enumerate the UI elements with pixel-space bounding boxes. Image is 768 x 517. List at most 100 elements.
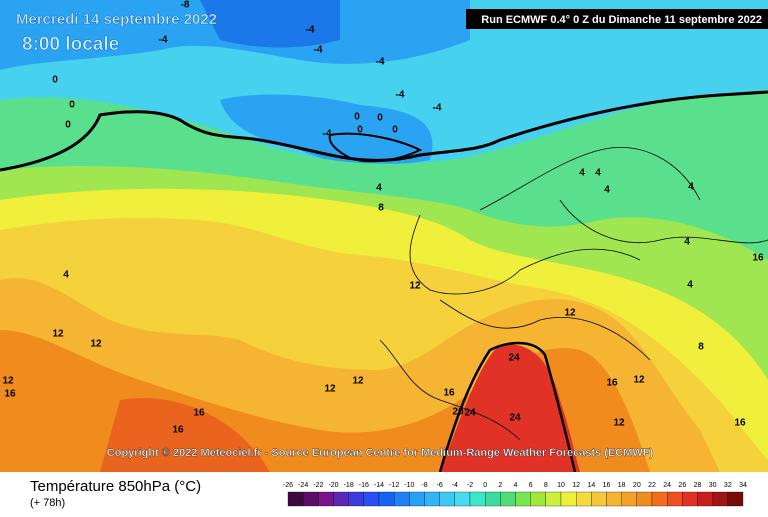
contour-label: -4 bbox=[306, 25, 315, 36]
colorbar-tick-label: -14 bbox=[374, 482, 384, 489]
colorbar-swatch bbox=[712, 491, 728, 507]
colorbar-tick-label: 26 bbox=[678, 482, 686, 489]
contour-label: 24 bbox=[508, 353, 520, 364]
contour-label: 8 bbox=[698, 342, 704, 353]
colorbar-tick-label: 2 bbox=[498, 482, 502, 489]
colorbar-tick-label: 30 bbox=[709, 482, 717, 489]
borders bbox=[379, 147, 768, 441]
contour-label: 12 bbox=[52, 329, 64, 340]
colorbar-tick-label: 22 bbox=[648, 482, 656, 489]
contour-label: 16 bbox=[752, 253, 764, 264]
contour-label: 12 bbox=[613, 418, 625, 429]
contour-label: 16 bbox=[193, 408, 205, 419]
colorbar-tick-label: 4 bbox=[514, 482, 518, 489]
colorbar-tick-label: 10 bbox=[557, 482, 565, 489]
contour-label: 16 bbox=[4, 389, 16, 400]
colorbar-swatch bbox=[697, 491, 713, 507]
colorbar-swatch bbox=[378, 491, 395, 507]
colorbar-tick-label: 24 bbox=[663, 482, 671, 489]
contour-label: 16 bbox=[172, 425, 184, 436]
colorbar-swatch bbox=[606, 491, 622, 507]
colorbar-swatch bbox=[409, 491, 425, 507]
colorbar-swatch bbox=[424, 491, 440, 507]
contour-label: 12 bbox=[633, 375, 645, 386]
colorbar-swatch bbox=[667, 491, 683, 507]
colorbar-tick-label: 28 bbox=[694, 482, 702, 489]
colorbar-tick-label: -26 bbox=[283, 482, 293, 489]
contour-label: 4 bbox=[579, 168, 585, 179]
contour-label: -4 bbox=[396, 90, 405, 101]
contour-label: -4 bbox=[314, 45, 323, 56]
contour-label: 8 bbox=[378, 203, 384, 214]
colorbar-swatch bbox=[333, 491, 349, 507]
colorbar-tick-label: 32 bbox=[724, 482, 732, 489]
run-box bbox=[466, 9, 768, 29]
colorbar-tick-label: 18 bbox=[618, 482, 626, 489]
run-info: Run ECMWF 0.4° 0 Z du Dimanche 11 septem… bbox=[481, 14, 762, 26]
contour-label: -8 bbox=[181, 0, 190, 11]
contour-label: 4 bbox=[604, 185, 610, 196]
colorbar-swatch bbox=[469, 491, 486, 507]
contour-label: -4 bbox=[433, 103, 442, 114]
colorbar-tick-label: -2 bbox=[467, 482, 473, 489]
colorbar-tick-label: 34 bbox=[739, 482, 747, 489]
colorbar-tick-label: -12 bbox=[389, 482, 399, 489]
contour-label: 0 bbox=[357, 125, 363, 136]
forecast-time: 8:00 locale bbox=[22, 34, 119, 55]
colorbar-swatch bbox=[363, 491, 380, 507]
footer-lead: (+ 78h) bbox=[30, 497, 65, 509]
colorbar-swatch bbox=[545, 491, 562, 507]
colorbar-tick-label: -18 bbox=[344, 482, 354, 489]
contour-label: 0 bbox=[52, 75, 58, 86]
contour-label: 12 bbox=[2, 376, 14, 387]
contour-label: -4 bbox=[323, 129, 332, 140]
colorbar-tick-label: -10 bbox=[404, 482, 414, 489]
colorbar-tick-label: 12 bbox=[572, 482, 580, 489]
contour-label: 4 bbox=[687, 280, 693, 291]
copyright: Copyright © 2022 Meteociel.fr - Source E… bbox=[107, 447, 654, 459]
contour-label: -4 bbox=[159, 35, 168, 46]
contour-label: 20 bbox=[452, 407, 464, 418]
contour-label: 12 bbox=[352, 376, 364, 387]
contour-label: 16 bbox=[734, 418, 746, 429]
colorbar-swatch bbox=[485, 491, 501, 507]
colorbar-swatch bbox=[682, 491, 698, 507]
contour-label: 0 bbox=[65, 120, 71, 131]
footer-title: Température 850hPa (°C) bbox=[30, 478, 201, 495]
contour-label: 4 bbox=[63, 270, 69, 281]
contour-label: 4 bbox=[595, 168, 601, 179]
colorbar-tick-label: -8 bbox=[421, 482, 427, 489]
forecast-date: Mercredi 14 septembre 2022 bbox=[16, 11, 217, 28]
colorbar-tick-label: -20 bbox=[328, 482, 338, 489]
colorbar-swatch bbox=[348, 491, 364, 507]
colorbar-swatch bbox=[500, 491, 516, 507]
colorbar-tick-label: -22 bbox=[313, 482, 323, 489]
coastlines bbox=[0, 90, 768, 473]
colorbar-swatch bbox=[576, 491, 592, 507]
contour-label: 24 bbox=[509, 413, 521, 424]
contour-label: 0 bbox=[392, 125, 398, 136]
colorbar-tick-label: 6 bbox=[529, 482, 533, 489]
contour-label: -4 bbox=[376, 57, 385, 68]
colorbar-tick-label: -16 bbox=[359, 482, 369, 489]
colorbar-tick-label: 20 bbox=[633, 482, 641, 489]
contour-label: 12 bbox=[90, 339, 102, 350]
colorbar-tick-label: 16 bbox=[603, 482, 611, 489]
colorbar-swatch bbox=[727, 491, 744, 507]
colorbar-tick-label: -6 bbox=[437, 482, 443, 489]
contour-label: 4 bbox=[688, 182, 694, 193]
contour-label: 0 bbox=[377, 113, 383, 124]
colorbar-swatch bbox=[303, 491, 319, 507]
colorbar-swatch bbox=[287, 491, 304, 507]
contour-label: 0 bbox=[69, 100, 75, 111]
colorbar-swatch bbox=[454, 491, 471, 507]
contour-label: 16 bbox=[443, 388, 455, 399]
colorbar-swatch bbox=[439, 491, 455, 507]
colorbar-swatch bbox=[394, 491, 410, 507]
contour-label: 0 bbox=[354, 112, 360, 123]
colorbar-swatch bbox=[651, 491, 668, 507]
colorbar-tick-label: -4 bbox=[452, 482, 458, 489]
contour-label: 24 bbox=[464, 408, 476, 419]
